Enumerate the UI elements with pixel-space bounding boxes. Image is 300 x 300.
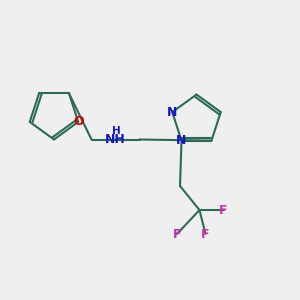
Text: N: N bbox=[167, 106, 177, 118]
Text: F: F bbox=[219, 203, 228, 217]
Text: NH: NH bbox=[105, 133, 126, 146]
Text: F: F bbox=[173, 227, 181, 241]
Text: O: O bbox=[73, 116, 84, 128]
Text: H: H bbox=[112, 125, 121, 136]
Text: N: N bbox=[176, 134, 187, 147]
Text: F: F bbox=[201, 227, 210, 241]
